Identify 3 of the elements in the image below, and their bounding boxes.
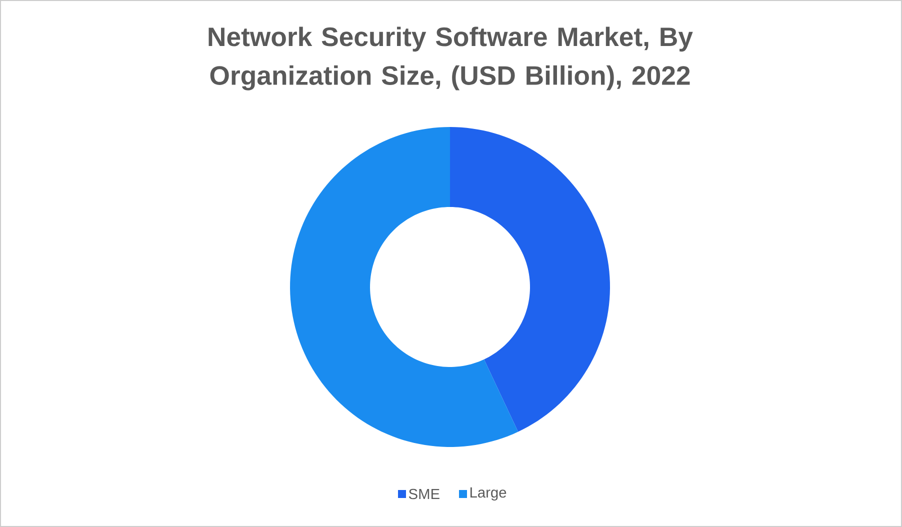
- legend-label: Large: [470, 487, 506, 501]
- legend-label: SME: [408, 488, 440, 500]
- chart-title: Network Security Software Market, By Organization Size, (USD Billion), 2022: [208, 26, 693, 90]
